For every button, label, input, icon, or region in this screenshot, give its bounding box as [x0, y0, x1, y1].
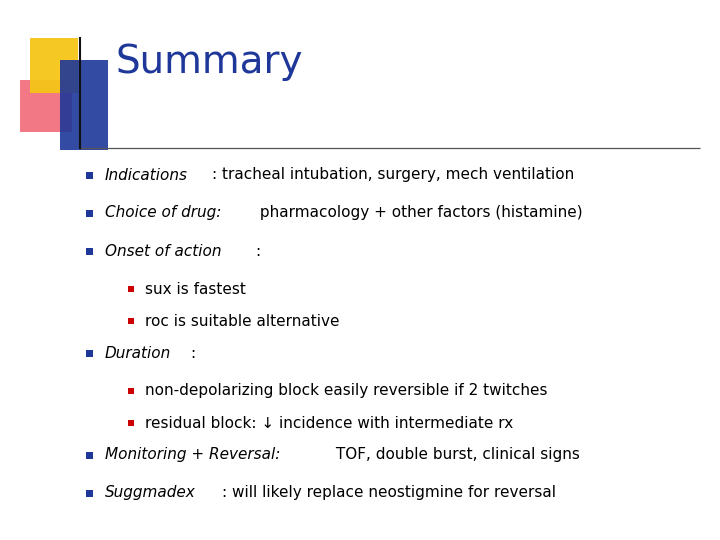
Text: :: : [191, 346, 196, 361]
Bar [86, 210, 92, 217]
Text: roc is suitable alternative: roc is suitable alternative [145, 314, 340, 328]
Bar [128, 388, 134, 394]
Text: Onset of action: Onset of action [105, 244, 222, 259]
Text: Suggmadex: Suggmadex [105, 485, 196, 501]
Bar [86, 451, 92, 458]
Text: TOF, double burst, clinical signs: TOF, double burst, clinical signs [331, 448, 580, 462]
Bar [128, 286, 134, 292]
Bar [86, 349, 92, 356]
Text: Duration: Duration [105, 346, 171, 361]
Text: Monitoring + Reversal:: Monitoring + Reversal: [105, 448, 280, 462]
Text: residual block: ↓ incidence with intermediate rx: residual block: ↓ incidence with interme… [145, 415, 513, 430]
Bar [86, 247, 92, 254]
Text: sux is fastest: sux is fastest [145, 281, 246, 296]
Text: : will likely replace neostigmine for reversal: : will likely replace neostigmine for re… [222, 485, 556, 501]
Bar [128, 420, 134, 426]
Bar [128, 318, 134, 324]
Text: Indications: Indications [105, 167, 188, 183]
Bar [20, 80, 72, 132]
Bar [86, 172, 92, 179]
Bar [60, 60, 108, 150]
Text: :: : [256, 244, 261, 259]
Text: Summary: Summary [115, 43, 302, 81]
Text: pharmacology + other factors (histamine): pharmacology + other factors (histamine) [255, 206, 582, 220]
Text: Choice of drug:: Choice of drug: [105, 206, 221, 220]
Text: non-depolarizing block easily reversible if 2 twitches: non-depolarizing block easily reversible… [145, 383, 547, 399]
Bar [86, 489, 92, 496]
Bar [30, 38, 78, 93]
Text: : tracheal intubation, surgery, mech ventilation: : tracheal intubation, surgery, mech ven… [212, 167, 575, 183]
